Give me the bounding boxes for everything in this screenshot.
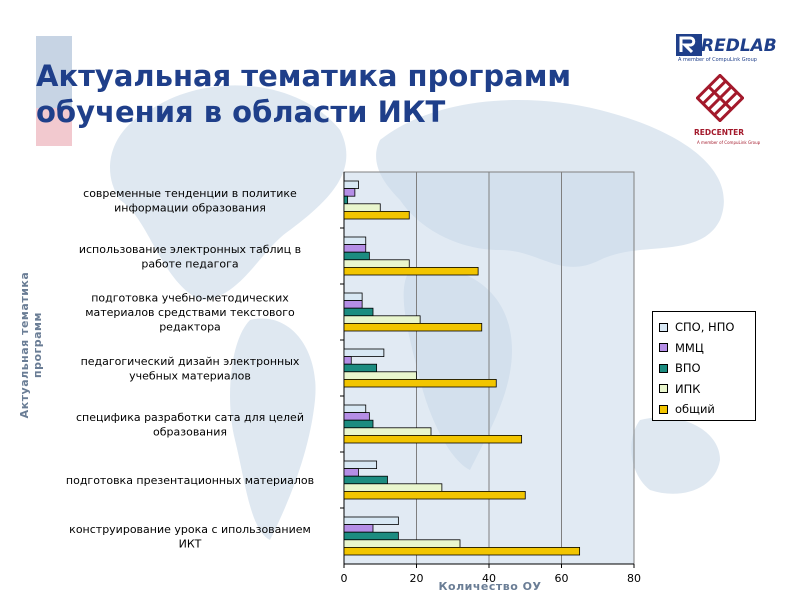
bar — [343, 483, 443, 492]
category-label-line: материалов средствами текстового — [85, 306, 295, 319]
redcenter-logo-icon — [696, 74, 744, 122]
legend-swatch — [659, 343, 668, 353]
bar — [343, 195, 349, 205]
category-label-line: подготовка презентационных материалов — [66, 474, 314, 487]
bar — [343, 210, 410, 220]
category-label: специфика разработки сата для целей образ… — [76, 411, 304, 439]
legend-swatch — [659, 363, 668, 373]
bar — [343, 539, 461, 548]
x-tick-label: 40 — [482, 572, 496, 585]
bar — [343, 468, 359, 477]
category-label-line: ИКТ — [179, 537, 202, 550]
category-label-line: подготовка учебно-методических — [91, 292, 289, 305]
bar — [343, 475, 388, 485]
legend-item: ИПК — [657, 379, 751, 400]
bar — [343, 427, 432, 436]
bar — [343, 490, 526, 500]
category-label: педагогический дизайн электронных учебных… — [81, 355, 300, 383]
category-label-line: редактора — [159, 321, 221, 334]
legend-swatch — [659, 384, 668, 394]
category-label-line: специфика разработки сата для целей — [76, 411, 304, 424]
redlab-logo-text: REDLAB — [701, 36, 777, 56]
bar — [343, 300, 363, 309]
bar — [343, 371, 417, 380]
category-label-line: использование электронных таблиц в — [79, 243, 301, 256]
bar — [343, 516, 399, 525]
bar — [343, 419, 374, 429]
bar — [343, 292, 363, 301]
decor-square-pink — [36, 108, 72, 146]
bar — [343, 180, 359, 189]
bar — [343, 412, 370, 421]
x-tick-label: 80 — [627, 572, 641, 585]
category-label-line: работе педагога — [141, 257, 238, 270]
decor-square-blue — [36, 36, 72, 108]
redcenter-logo-text: REDCENTER — [694, 128, 745, 137]
bar — [343, 434, 523, 444]
bar — [343, 547, 581, 556]
x-tick-label: 20 — [410, 572, 424, 585]
legend-label: ВПО — [675, 361, 701, 376]
bar — [343, 307, 374, 317]
x-tick-label: 60 — [555, 572, 569, 585]
bar — [343, 203, 381, 212]
redlab-tagline: A member of CompuLink Group — [678, 57, 757, 63]
bar — [343, 266, 479, 276]
category-label-line: учебных материалов — [129, 369, 251, 382]
legend-item: ММЦ — [657, 338, 751, 359]
bar — [343, 236, 367, 245]
category-label: подготовка учебно-методических материалов… — [85, 292, 295, 334]
bar — [343, 531, 399, 541]
legend-label: общий — [675, 402, 715, 417]
bar — [343, 404, 367, 413]
legend-label: ИПК — [675, 381, 701, 396]
legend-item: ВПО — [657, 358, 751, 379]
bar — [343, 460, 378, 469]
category-label-line: современные тенденции в политике — [83, 187, 297, 200]
redcenter-tagline: A member of CompuLink Group — [697, 140, 761, 145]
category-label: использование электронных таблиц в работе… — [79, 243, 301, 271]
legend-label: СПО, НПО — [675, 320, 735, 335]
chart-legend: СПО, НПО ММЦ ВПО ИПК общий — [652, 311, 756, 421]
category-label-line: образования — [153, 425, 227, 438]
y-axis-label: Актуальная тематика программ — [18, 271, 44, 419]
title-line-2: обучения в области ИКТ — [36, 95, 446, 129]
x-axis-label: Количество ОУ — [438, 580, 542, 593]
category-label: подготовка презентационных материалов — [66, 474, 314, 487]
bar — [343, 259, 410, 268]
bar — [343, 322, 483, 332]
bar — [343, 348, 385, 357]
bar — [343, 524, 374, 533]
legend-swatch — [659, 322, 668, 332]
title-line-1: Актуальная тематика программ — [36, 59, 572, 93]
slide-title: Актуальная тематика программ обучения в … — [36, 58, 636, 130]
legend-swatch — [659, 404, 668, 414]
category-label-line: педагогический дизайн электронных — [81, 355, 300, 368]
redlab-logo-icon — [676, 34, 702, 56]
bar — [343, 251, 370, 261]
bar — [343, 356, 352, 365]
category-label: современные тенденции в политике информац… — [83, 187, 297, 215]
bar — [343, 244, 367, 253]
legend-item: общий — [657, 399, 751, 420]
bar — [343, 188, 356, 197]
bar — [343, 363, 378, 373]
category-label: конструирование урока с ипользованием ИКТ — [69, 523, 311, 551]
legend-item: СПО, НПО — [657, 317, 751, 338]
category-label-line: информации образования — [114, 201, 266, 214]
bar — [343, 315, 421, 324]
legend-label: ММЦ — [675, 340, 704, 355]
bar — [343, 378, 497, 388]
x-tick-label: 0 — [341, 572, 348, 585]
category-label-line: конструирование урока с ипользованием — [69, 523, 311, 536]
